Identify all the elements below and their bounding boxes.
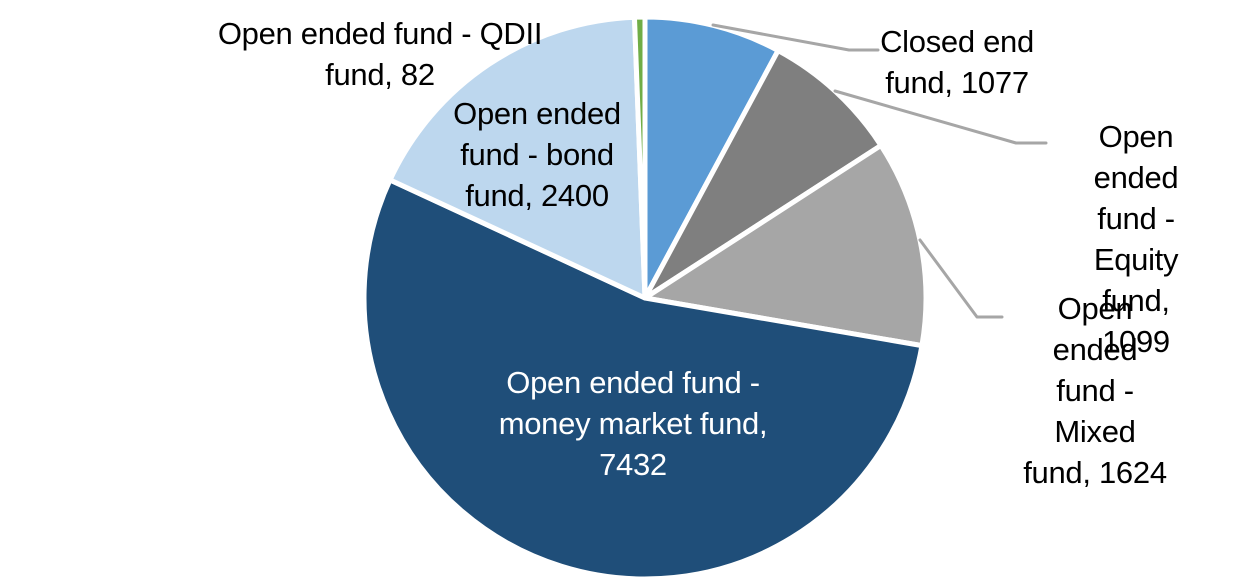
- leader-line-2: [918, 238, 1004, 319]
- data-label-open-ended-qdii-fund: Open ended fund - QDII fund, 82: [217, 16, 543, 92]
- data-label-open-ended-bond-fund: Open ended fund - bond fund, 2400: [453, 96, 621, 213]
- data-label-open-ended-money-market-fund: Open ended fund - money market fund, 743…: [498, 365, 768, 482]
- leader-line-1: [833, 89, 1048, 145]
- pie-slice-5: [631, 14, 648, 301]
- data-label-open-ended-mixed-fund: Open ended fund - Mixed fund, 1624: [1023, 291, 1167, 490]
- data-label-open-ended-equity-fund: Open ended fund - Equity fund, 1099: [1093, 119, 1179, 359]
- leader-line-0: [711, 23, 880, 52]
- pie-slice-4: [387, 14, 648, 301]
- pie-slice-3: [361, 177, 925, 582]
- data-label-closed-end-fund: Closed end fund, 1077: [880, 24, 1034, 100]
